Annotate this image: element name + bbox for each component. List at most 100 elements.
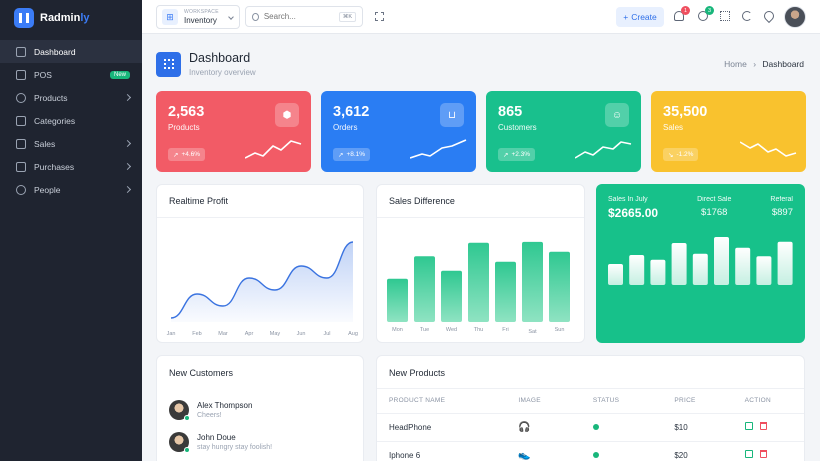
x-tick-label: Sun [555,327,565,333]
sparkline [740,141,797,157]
chevron-right-icon [123,185,132,194]
sales-difference-panel: Sales Difference Mon Tue Wed Thu Fri Sat Sun [376,184,585,343]
referral-label: Referal [770,196,793,203]
dashboard-icon [156,51,181,77]
message-badge: 3 [705,6,714,15]
plus-icon: + [623,12,629,22]
sidebar-item-label: Dashboard [34,46,76,57]
column-header: IMAGE [506,389,581,414]
x-tick-label: May [270,331,281,337]
realtime-profit-panel: Realtime Profit Jan Feb Mar Apr May Jun Jul Aug [156,184,364,343]
sidebar-item-label: POS [34,69,52,80]
sidebar-item-categories[interactable]: Categories [0,109,142,132]
trash-icon[interactable] [759,450,767,458]
stat-value: 3,612 [333,104,370,120]
trash-icon[interactable] [759,422,767,430]
product-price: $10 [662,413,733,442]
july-bar [671,243,687,285]
sidebar-item-pos[interactable]: POS New [0,63,142,86]
x-tick-label: Feb [192,331,201,337]
product-image: 👟 [518,449,531,461]
july-bar [735,247,751,285]
chat-icon[interactable]: 3 [698,6,714,21]
sales-difference-chart: Mon Tue Wed Thu Fri Sat Sun [387,241,570,335]
stat-value: 35,500 [663,104,708,120]
sidebar-item-sales[interactable]: Sales [0,132,142,155]
fullscreen-icon[interactable] [375,12,384,21]
chevron-right-icon [123,93,132,102]
customer-name: John Doue [197,433,236,442]
list-item[interactable]: Alex Thompson Cheers! [157,394,363,426]
product-name: Iphone 6 [377,441,507,461]
apps-grid-icon[interactable] [720,11,730,21]
search-box[interactable]: ⌘K [245,6,363,27]
chevron-right-icon [123,162,132,171]
search-input[interactable] [263,12,334,21]
stat-label: Customers [498,123,537,132]
column-header: STATUS [580,389,663,414]
stat-card-products: 2,563 Products ⬢ ↗ +4.6% [156,91,311,172]
product-name: HeadPhone [377,413,507,442]
workspace-label: WORKSPACE [184,8,219,15]
avatar[interactable] [784,6,806,28]
july-bar [692,253,708,285]
breadcrumb-home[interactable]: Home [724,59,747,69]
sidebar-item-label: Sales [34,138,56,149]
truck-icon [16,161,26,172]
sidebar-item-products[interactable]: Products [0,86,142,109]
sparkline [575,141,632,159]
brand-name: Radminly [40,12,90,24]
search-icon [252,12,259,21]
sparkline [410,139,467,159]
trend-icon: ↗ [503,151,509,159]
sidebar-item-people[interactable]: People [0,178,142,201]
panel-title: Sales Difference [377,185,584,218]
edit-icon[interactable] [744,450,753,458]
sidebar-item-purchases[interactable]: Purchases [0,155,142,178]
stat-change-badge: ↘ -1.2% [663,148,699,161]
x-tick-label: Jan [167,331,176,337]
x-tick-label: Wed [446,327,457,333]
workspace-selector[interactable]: ⊞ WORKSPACE Inventory [156,5,240,29]
headphones-icon [16,92,26,103]
new-badge: New [109,70,130,79]
stat-change-badge: ↗ +2.3% [498,148,536,161]
sidebar-item-dashboard[interactable]: Dashboard [0,40,142,63]
avatar [169,400,190,421]
x-tick-label: Tue [420,327,429,333]
bar-fri [495,261,516,322]
sales-july-label: Sales In July [608,196,648,203]
stat-card-orders: 3,612 Orders ⊔ ↗ +8.1% [321,91,476,172]
stat-change-badge: ↗ +4.6% [168,148,206,161]
sidebar: Radminly Dashboard POS New Products Categori… [0,0,142,461]
stat-card-sales: 35,500 Sales ↘ -1.2% [651,91,806,172]
bar-mon [387,278,408,322]
create-button[interactable]: + Create [616,7,664,27]
stat-label: Orders [333,123,358,132]
july-bar [650,259,666,285]
column-header: PRODUCT NAME [377,389,507,414]
drop-icon[interactable] [761,8,777,24]
sales-july-chart [608,237,793,285]
x-tick-label: Mar [218,331,228,337]
stat-card-customers: 865 Customers ☺ ↗ +2.3% [486,91,641,172]
status-dot [592,423,599,430]
products-table: PRODUCT NAME IMAGE STATUS PRICE ACTION HeadP… [377,389,804,461]
direct-sale-value: $1768 [701,207,728,218]
realtime-profit-chart: Jan Feb Mar Apr May Jun Jul Aug [167,241,358,337]
bar-sat [522,241,543,322]
product-image: 🎧 [518,421,531,433]
panel-title: New Products [377,356,804,389]
direct-sale-label: Direct Sale [697,196,732,203]
sidebar-item-label: Purchases [34,161,75,172]
sidebar-nav: Dashboard POS New Products Categories Sales Pu… [0,40,142,201]
cart-icon: ⊞ [162,9,178,25]
new-customers-panel: New Customers Alex Thompson Cheers! John D… [156,355,364,461]
online-status-icon [184,415,190,421]
user-icon: ☺ [605,103,629,127]
edit-icon[interactable] [744,422,753,430]
brand[interactable]: Radminly [0,0,142,36]
moon-icon[interactable] [742,11,752,21]
bell-icon[interactable]: 1 [674,6,690,21]
list-item[interactable]: John Doue stay hungry stay foolish! [157,426,363,458]
